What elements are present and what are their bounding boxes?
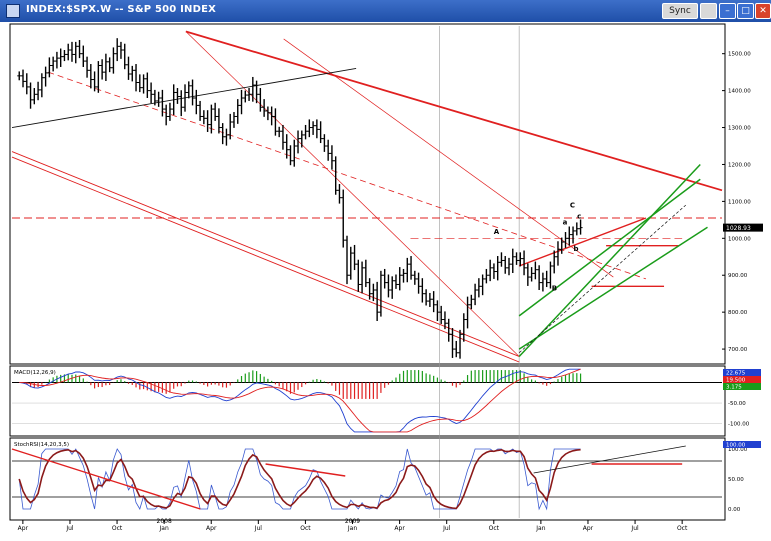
- y-tick-label: 1200.00: [728, 162, 751, 168]
- stoch-value-tag: [723, 441, 761, 448]
- x-tick-label: Jul: [65, 525, 74, 532]
- year-label: 2008: [157, 518, 172, 525]
- year-label: 2009: [345, 518, 360, 525]
- x-tick-label: Apr: [394, 525, 405, 532]
- y-tick-label: 800.00: [728, 310, 748, 316]
- x-tick-label: Jul: [254, 525, 263, 532]
- stoch-y-label: 50.00: [728, 477, 744, 483]
- x-tick-label: Apr: [583, 525, 594, 532]
- stochrsi-layer: StochRSI(14,20,3,5): [11, 442, 722, 511]
- trendlines-layer: [11, 26, 723, 518]
- macd-value-tag: [723, 376, 761, 383]
- wave-a-line: [518, 217, 647, 267]
- x-tick-label: Jul: [630, 525, 639, 532]
- x-tick-label: Jan: [347, 525, 357, 532]
- stoch-uptrend-line: [533, 445, 686, 474]
- x-tick-label: Oct: [489, 525, 500, 532]
- stoch-y-label: 100.00: [728, 447, 748, 453]
- window-title: INDEX:$SPX.W -- S&P 500 INDEX: [26, 4, 217, 15]
- macd-value-label: 19.500: [726, 378, 746, 384]
- maximize-button[interactable]: □: [737, 3, 754, 19]
- macd-signal-line: [19, 368, 581, 433]
- app-icon[interactable]: [6, 4, 20, 18]
- dotted-channel-line: [518, 204, 687, 354]
- y-tick-label: 900.00: [728, 273, 748, 279]
- stochrsi-legend: StochRSI(14,20,3,5): [14, 442, 69, 448]
- chart-canvas[interactable]: MACD(12,26,9) StochRSI(14,20,3,5) Apr Jul…: [0, 22, 771, 541]
- price-bars-layer: [17, 38, 583, 359]
- x-tick-label: Apr: [18, 525, 29, 532]
- close-button[interactable]: ✕: [755, 3, 771, 19]
- macd-value-tag: [723, 383, 761, 390]
- lower-channel-line: [11, 151, 520, 357]
- macd-legend: MACD(12,26,9): [14, 370, 56, 376]
- y-tick-label: 1500.00: [728, 52, 751, 58]
- x-tick-label: Oct: [112, 525, 123, 532]
- stoch-trendline: [265, 463, 346, 477]
- x-tick-label: Jul: [442, 525, 451, 532]
- wave-label: a: [563, 218, 568, 226]
- black-trendline: [11, 68, 357, 128]
- y-tick-label: 700.00: [728, 347, 748, 353]
- minimize-button[interactable]: –: [719, 3, 736, 19]
- sync-button[interactable]: Sync: [662, 3, 698, 19]
- dashed-trendline: [48, 71, 647, 280]
- last-price-tag: [723, 223, 763, 232]
- stochrsi-panel: [9, 437, 726, 521]
- stoch-y-label: 0.00: [728, 507, 741, 513]
- macd-layer: MACD(12,26,9): [12, 368, 722, 433]
- x-tick-label: Oct: [677, 525, 688, 532]
- green-channel-line: [518, 178, 701, 317]
- stochrsi-d-line: [18, 448, 581, 510]
- y-tick-label: 1000.00: [728, 236, 751, 242]
- last-price-label: 1028.93: [726, 225, 751, 232]
- channel-line: [283, 38, 614, 278]
- x-tick-label: Jan: [159, 525, 169, 532]
- y-tick-label: 1300.00: [728, 126, 751, 132]
- title-bar[interactable]: INDEX:$SPX.W -- S&P 500 INDEX Sync – □ ✕: [0, 0, 771, 22]
- stochrsi-k-line: [18, 448, 581, 511]
- x-tick-label: Oct: [300, 525, 311, 532]
- wave-label: c: [577, 213, 581, 221]
- macd-y-label: -50.00: [728, 401, 746, 407]
- stoch-value-label: 100.00: [726, 443, 746, 449]
- macd-value-tag: [723, 369, 761, 376]
- green-channel-line: [518, 163, 701, 357]
- price-panel: [9, 23, 726, 365]
- major-downtrend-line: [185, 30, 723, 192]
- chart-options-button[interactable]: [700, 3, 717, 19]
- wave-label: b: [573, 245, 578, 253]
- wave-label: A: [494, 228, 500, 236]
- macd-value-label: 3.175: [726, 385, 742, 391]
- x-tick-label: Apr: [206, 525, 217, 532]
- y-tick-label: 1400.00: [728, 89, 751, 95]
- wave-label: C: [570, 202, 575, 210]
- x-tick-label: Jan: [535, 525, 545, 532]
- macd-panel: [9, 365, 726, 437]
- lower-channel-line-2: [11, 156, 520, 363]
- channel-line: [185, 31, 520, 357]
- macd-value-label: 22.675: [726, 371, 746, 377]
- stoch-trendline: [11, 448, 201, 510]
- macd-y-label: -100.00: [728, 422, 750, 428]
- y-tick-label: 1100.00: [728, 199, 751, 205]
- axes-layer: Apr Jul Oct Jan Apr Jul Oct Jan Apr Jul Oct Jan Apr J…: [18, 52, 763, 532]
- green-channel-line: [518, 226, 708, 350]
- wave-label: B: [552, 285, 557, 293]
